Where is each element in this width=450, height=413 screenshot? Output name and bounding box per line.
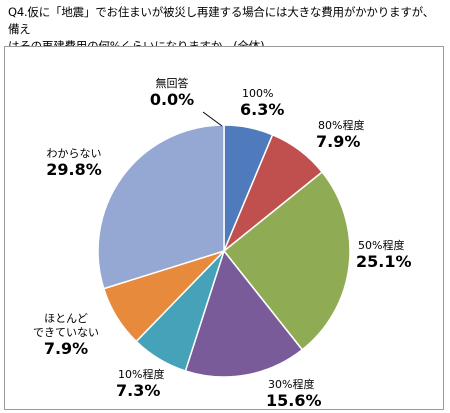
slice-label-5: 10%程度 [118,367,164,381]
slice-value-6: 7.9% [44,339,88,358]
slice-label-2: 80%程度 [318,118,364,132]
slice-label-6-line-1: ほとんど [44,312,88,325]
slice-value-5: 7.3% [116,381,160,400]
slice-label-7: わからない [47,147,102,160]
slice-value-7: 29.8% [46,160,102,179]
leader-lines [202,111,223,127]
pie-slice-3 [222,170,351,351]
slice-label-3: 50%程度 [358,238,404,252]
leader-line-no-answer [202,111,223,127]
slice-label-4: 30%程度 [268,377,314,391]
pie-slices [97,124,351,378]
slice-labels: 100%6.3%80%程度7.9%50%程度25.1%30%程度15.6%10%… [33,76,412,410]
slice-value-8: 0.0% [150,90,194,109]
question-line-1: Q4.仮に「地震」でお住まいが被災し再建する場合には大きな費用がかかりますが、備… [8,5,434,36]
slice-label-1: 100% [242,87,273,100]
slice-value-1: 6.3% [240,100,284,119]
slice-value-4: 15.6% [266,391,322,410]
slice-label-6-line-2: できていない [33,326,99,339]
slice-label-8: 無回答 [156,76,189,90]
pie-slice-7 [97,124,225,290]
slice-value-2: 7.9% [316,132,360,151]
slice-value-3: 25.1% [356,252,412,271]
